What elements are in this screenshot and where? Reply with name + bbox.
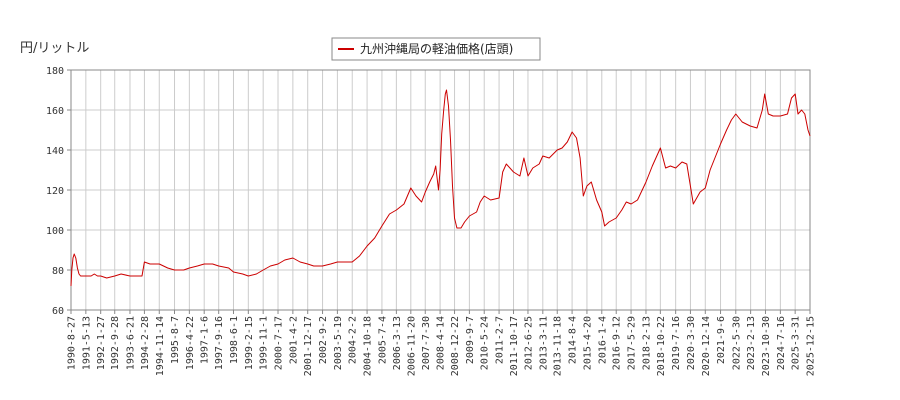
- x-tick-label: 1999-2-15: [244, 316, 255, 370]
- x-tick-label: 2001-12-17: [303, 316, 314, 376]
- x-tick-label: 2007-7-30: [421, 316, 432, 370]
- x-tick-label: 2025-3-31: [791, 316, 802, 370]
- y-tick-label: 120: [46, 186, 64, 197]
- x-tick-label: 2014-8-4: [568, 316, 579, 364]
- x-tick-label: 2015-4-20: [582, 316, 593, 370]
- x-tick-label: 2013-11-18: [553, 316, 564, 376]
- series-line-0: [70, 89, 811, 287]
- x-tick-label: 1990-8-27: [67, 316, 78, 370]
- x-axis: 1990-8-27 1991-5-13 1992-1-27 1992-9-28 1993…: [67, 310, 817, 376]
- x-tick-label: 2000-7-17: [274, 316, 285, 370]
- y-tick-label: 80: [52, 266, 64, 277]
- y-tick-label: 180: [46, 66, 64, 77]
- x-tick-label: 2005-7-4: [377, 316, 388, 364]
- x-tick-label: 2001-4-2: [288, 316, 299, 364]
- x-tick-label: 2024-7-16: [776, 316, 787, 370]
- x-tick-label: 1996-4-22: [185, 316, 196, 370]
- x-tick-label: 2017-5-29: [627, 316, 638, 370]
- x-tick-label: 2004-2-2: [348, 316, 359, 364]
- x-tick-label: 2019-7-16: [671, 316, 682, 370]
- x-tick-label: 2006-3-13: [392, 316, 403, 370]
- legend: 九州沖縄局の軽油価格(店頭): [331, 37, 541, 61]
- x-tick-label: 2012-6-25: [523, 316, 534, 370]
- x-tick-label: 2011-10-17: [509, 316, 520, 376]
- x-tick-label: 1997-1-6: [200, 316, 211, 364]
- y-tick-label: 140: [46, 146, 64, 157]
- x-tick-label: 2004-10-18: [363, 316, 374, 376]
- y-tick-label: 100: [46, 226, 64, 237]
- x-tick-label: 2008-4-14: [436, 316, 447, 370]
- x-tick-label: 2021-9-6: [716, 316, 727, 364]
- x-tick-label: 2025-12-15: [806, 316, 817, 376]
- x-tick-label: 2008-12-22: [450, 316, 461, 376]
- x-tick-label: 2013-3-11: [538, 316, 549, 370]
- y-tick-label: 60: [52, 306, 64, 317]
- x-tick-label: 1991-5-13: [81, 316, 92, 370]
- x-tick-label: 2009-9-7: [465, 316, 476, 364]
- legend-box: [331, 37, 541, 61]
- x-tick-label: 2011-2-7: [495, 316, 506, 364]
- x-tick-label: 2010-5-24: [480, 316, 491, 370]
- x-tick-label: 1994-2-28: [140, 316, 151, 370]
- x-tick-label: 2020-3-30: [686, 316, 697, 370]
- y-axis: 60 80 100 120 140 160 180: [46, 66, 71, 317]
- x-tick-label: 1995-8-7: [170, 316, 181, 364]
- grid: [70, 69, 811, 311]
- x-tick-label: 1999-11-1: [259, 316, 270, 370]
- x-tick-label: 2018-10-22: [656, 316, 667, 376]
- x-tick-label: 2018-2-13: [641, 316, 652, 370]
- x-tick-label: 1997-9-16: [214, 316, 225, 370]
- x-tick-label: 1992-9-28: [110, 316, 121, 370]
- y-axis-unit-label: 円/リットル: [20, 41, 89, 56]
- plot-frame: [70, 69, 811, 311]
- series-layer: [70, 89, 811, 287]
- x-tick-label: 2006-11-20: [406, 316, 417, 376]
- y-tick-label: 160: [46, 106, 64, 117]
- x-tick-label: 1998-6-1: [229, 316, 240, 364]
- x-tick-label: 2016-1-4: [597, 316, 608, 364]
- x-tick-label: 2020-12-14: [701, 316, 712, 376]
- x-tick-label: 2023-10-30: [761, 316, 772, 376]
- x-tick-label: 2023-2-13: [746, 316, 757, 370]
- x-tick-label: 2016-9-12: [612, 316, 623, 370]
- legend-label: 九州沖縄局の軽油価格(店頭): [360, 41, 513, 56]
- x-tick-label: 2003-5-19: [333, 316, 344, 370]
- x-tick-label: 2002-9-2: [318, 316, 329, 364]
- x-tick-label: 1992-1-27: [96, 316, 107, 370]
- x-tick-label: 1993-6-21: [125, 316, 136, 370]
- x-tick-label: 1994-11-14: [155, 316, 166, 376]
- x-tick-label: 2022-5-30: [731, 316, 742, 370]
